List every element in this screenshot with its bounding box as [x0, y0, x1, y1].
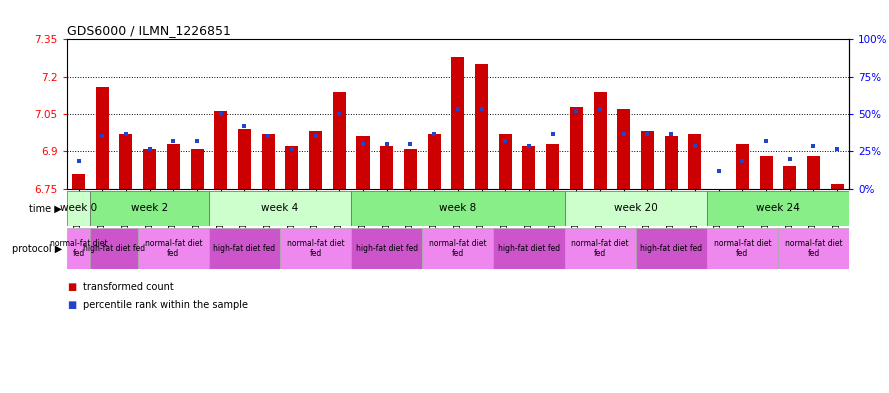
Bar: [356, 136, 370, 189]
Text: high-fat diet fed: high-fat diet fed: [83, 244, 145, 253]
Bar: [830, 184, 844, 189]
Bar: [783, 166, 797, 189]
Text: ■: ■: [67, 299, 76, 310]
Text: week 4: week 4: [261, 203, 299, 213]
Bar: [91, 191, 209, 226]
Bar: [688, 134, 701, 189]
Bar: [523, 146, 535, 189]
Text: GDS6000 / ILMN_1226851: GDS6000 / ILMN_1226851: [67, 24, 230, 37]
Bar: [475, 64, 488, 189]
Bar: [452, 57, 464, 189]
Bar: [96, 86, 108, 189]
Bar: [665, 136, 677, 189]
Bar: [351, 228, 422, 269]
Text: week 24: week 24: [756, 203, 800, 213]
Bar: [546, 144, 559, 189]
Bar: [594, 92, 606, 189]
Text: normal-fat diet
fed: normal-fat diet fed: [50, 239, 108, 258]
Bar: [565, 228, 636, 269]
Text: time ▶: time ▶: [29, 203, 62, 213]
Text: week 20: week 20: [613, 203, 658, 213]
Bar: [404, 149, 417, 189]
Bar: [565, 191, 707, 226]
Bar: [617, 109, 630, 189]
Bar: [238, 129, 251, 189]
Bar: [707, 191, 849, 226]
Text: protocol ▶: protocol ▶: [12, 244, 62, 253]
Bar: [67, 191, 91, 226]
Bar: [261, 134, 275, 189]
Bar: [209, 191, 351, 226]
Bar: [91, 228, 138, 269]
Bar: [428, 134, 441, 189]
Bar: [309, 131, 322, 189]
Text: normal-fat diet
fed: normal-fat diet fed: [287, 239, 344, 258]
Text: high-fat diet fed: high-fat diet fed: [498, 244, 560, 253]
Text: high-fat diet fed: high-fat diet fed: [640, 244, 702, 253]
Text: normal-fat diet
fed: normal-fat diet fed: [714, 239, 771, 258]
Bar: [138, 228, 209, 269]
Text: normal-fat diet
fed: normal-fat diet fed: [785, 239, 842, 258]
Bar: [214, 112, 228, 189]
Bar: [493, 228, 565, 269]
Bar: [280, 228, 351, 269]
Bar: [72, 174, 85, 189]
Bar: [807, 156, 820, 189]
Bar: [778, 228, 849, 269]
Bar: [736, 144, 749, 189]
Bar: [119, 134, 132, 189]
Text: normal-fat diet
fed: normal-fat diet fed: [572, 239, 629, 258]
Bar: [707, 228, 778, 269]
Text: percentile rank within the sample: percentile rank within the sample: [83, 299, 248, 310]
Text: normal-fat diet
fed: normal-fat diet fed: [429, 239, 486, 258]
Bar: [285, 146, 299, 189]
Bar: [351, 191, 565, 226]
Bar: [167, 144, 180, 189]
Text: week 0: week 0: [60, 203, 97, 213]
Text: high-fat diet fed: high-fat diet fed: [356, 244, 418, 253]
Bar: [67, 228, 91, 269]
Bar: [641, 131, 654, 189]
Bar: [209, 228, 280, 269]
Bar: [570, 107, 583, 189]
Text: transformed count: transformed count: [83, 282, 173, 292]
Text: high-fat diet fed: high-fat diet fed: [213, 244, 276, 253]
Bar: [380, 146, 393, 189]
Bar: [636, 228, 707, 269]
Bar: [143, 149, 156, 189]
Text: normal-fat diet
fed: normal-fat diet fed: [145, 239, 202, 258]
Bar: [422, 228, 493, 269]
Bar: [332, 92, 346, 189]
Bar: [499, 134, 512, 189]
Text: week 8: week 8: [439, 203, 477, 213]
Bar: [190, 149, 204, 189]
Bar: [759, 156, 773, 189]
Text: ■: ■: [67, 282, 76, 292]
Text: week 2: week 2: [131, 203, 168, 213]
